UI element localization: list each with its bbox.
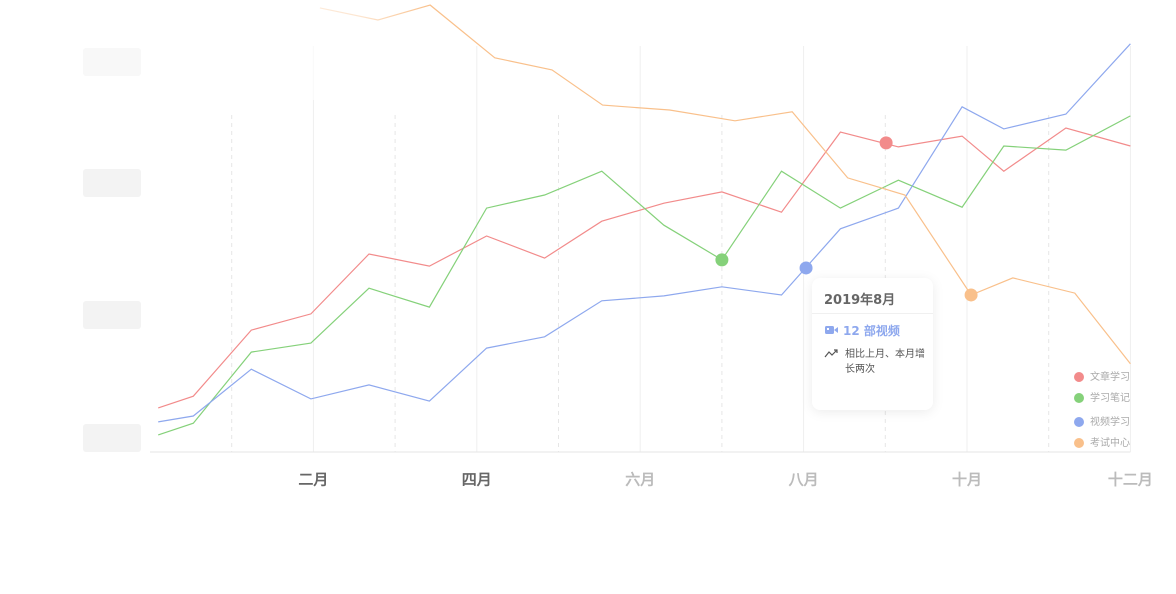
x-tick-label: 十二月 (1108, 471, 1153, 489)
video-icon (825, 326, 838, 334)
axis-placeholder (83, 48, 141, 76)
legend-swatch (1074, 417, 1084, 427)
series-line (158, 115, 1131, 436)
tooltip-title: 2019年8月 (824, 293, 896, 308)
legend-label: 视频学习 (1090, 415, 1130, 428)
legend-swatch (1074, 393, 1084, 403)
x-tick-label: 八月 (788, 471, 819, 489)
x-tick-label: 十月 (952, 471, 982, 489)
legend-label: 考试中心 (1090, 436, 1130, 449)
highlight-point (799, 261, 813, 275)
tooltip-value: 12 部视频 (843, 324, 900, 338)
separator (812, 313, 933, 314)
legend-swatch (1074, 372, 1084, 382)
highlight-point (964, 288, 978, 302)
x-tick-label: 二月 (298, 471, 328, 489)
series-line (158, 127, 1131, 409)
fade-overlay (150, 0, 850, 100)
highlight-point (879, 136, 893, 150)
highlight-point (715, 253, 729, 267)
axis-placeholder (83, 169, 141, 197)
legend-label: 学习笔记 (1090, 391, 1130, 404)
legend-swatch (1074, 438, 1084, 448)
tooltip: 2019年8月 12 部视频 相比上月、本月增长两次 (812, 278, 933, 410)
tooltip-note: 相比上月、本月增长两次 (845, 349, 925, 375)
legend-label: 文章学习 (1090, 370, 1130, 383)
series-line (158, 43, 1131, 423)
x-tick-label: 六月 (625, 471, 655, 489)
trend-icon (824, 349, 838, 358)
axis-placeholder (83, 301, 141, 329)
axis-placeholder (83, 424, 141, 452)
x-tick-label: 四月 (462, 471, 492, 489)
